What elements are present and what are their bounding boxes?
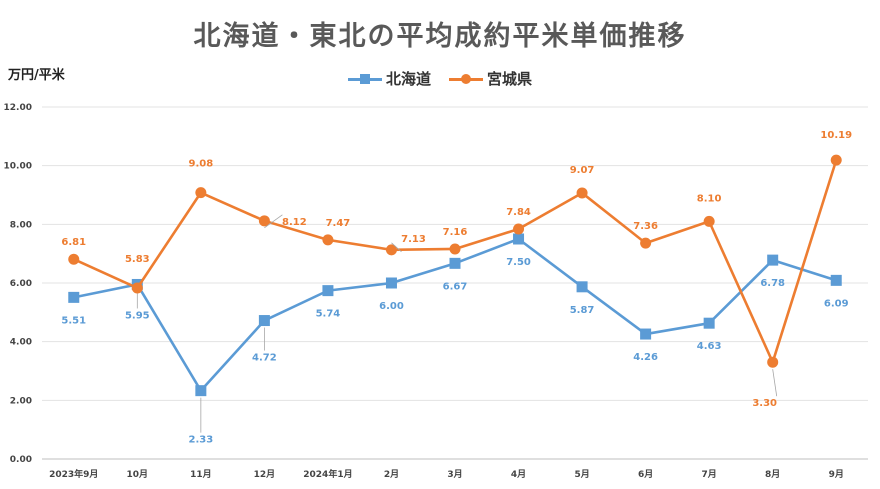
legend-label-miyagi: 宮城県 <box>487 70 533 88</box>
data-point-circle <box>68 253 80 265</box>
y-axis-unit-label: 万円/平米 <box>8 68 65 83</box>
x-tick-label: 12月 <box>254 469 276 480</box>
legend-item-miyagi[interactable]: 宮城県 <box>449 68 532 89</box>
data-label: 6.67 <box>443 281 468 292</box>
data-label: 4.72 <box>252 353 277 364</box>
legend: 北海道 宮城県 <box>0 68 880 89</box>
x-tick-label: 9月 <box>829 469 844 480</box>
data-label: 5.74 <box>316 309 341 320</box>
data-point-square <box>513 233 525 245</box>
x-tick-label: 8月 <box>765 469 780 480</box>
data-point-circle <box>195 187 207 199</box>
y-tick-label: 4.00 <box>10 338 32 348</box>
data-point-circle <box>131 282 143 294</box>
x-tick-label: 4月 <box>511 469 526 480</box>
x-tick-label: 3月 <box>447 469 462 480</box>
data-label: 3.30 <box>752 398 777 409</box>
leader-line <box>772 369 778 397</box>
data-label: 8.10 <box>697 193 722 204</box>
data-label: 9.07 <box>570 165 595 176</box>
x-tick-label: 2024年1月 <box>303 468 352 480</box>
leader-line <box>391 242 402 253</box>
leader-line <box>264 214 283 229</box>
x-tick-label: 2月 <box>384 469 399 480</box>
data-point-square <box>385 277 397 289</box>
data-point-square <box>576 281 588 293</box>
data-label: 5.95 <box>125 310 150 321</box>
y-tick-label: 12.00 <box>4 103 32 113</box>
data-point-circle <box>385 244 397 256</box>
data-label: 7.36 <box>633 221 658 232</box>
data-point-circle <box>258 215 270 227</box>
data-point-circle <box>703 215 715 227</box>
data-point-circle <box>767 356 779 368</box>
data-label: 7.84 <box>506 207 531 218</box>
data-point-circle <box>513 223 525 235</box>
data-point-square <box>640 328 652 340</box>
data-label: 7.47 <box>326 218 351 229</box>
data-label: 7.13 <box>401 234 426 245</box>
legend-label-hokkaido: 北海道 <box>385 70 431 88</box>
data-label: 8.12 <box>282 217 307 228</box>
legend-swatch-hokkaido <box>347 72 382 86</box>
data-label: 2.33 <box>189 435 214 446</box>
data-point-circle <box>830 154 842 166</box>
data-label: 5.83 <box>125 254 150 265</box>
y-tick-label: 10.00 <box>4 162 32 172</box>
chart-title: 北海道・東北の平均成約平米単価推移 <box>193 21 687 52</box>
data-label: 6.00 <box>379 301 404 312</box>
data-label: 6.78 <box>760 278 785 289</box>
y-tick-label: 6.00 <box>10 279 32 289</box>
data-point-square <box>449 257 461 269</box>
x-tick-label: 11月 <box>190 469 212 480</box>
data-point-square <box>195 385 207 397</box>
data-point-square <box>322 285 334 297</box>
data-point-circle <box>576 187 588 199</box>
x-tick-label: 10月 <box>127 469 149 480</box>
x-tick-label: 2023年9月 <box>49 468 98 480</box>
data-label: 4.63 <box>697 341 722 352</box>
data-point-square <box>258 315 270 327</box>
y-tick-label: 0.00 <box>10 455 32 465</box>
data-point-circle <box>322 234 334 246</box>
data-point-square <box>703 317 715 329</box>
data-point-circle <box>640 237 652 249</box>
data-label: 7.50 <box>506 257 531 268</box>
data-label: 5.51 <box>61 315 86 326</box>
legend-item-hokkaido[interactable]: 北海道 <box>347 68 431 89</box>
data-label: 10.19 <box>820 130 852 141</box>
y-tick-label: 2.00 <box>10 396 32 406</box>
y-tick-label: 8.00 <box>10 220 32 230</box>
data-label: 6.09 <box>824 298 849 309</box>
data-label: 5.87 <box>570 305 595 316</box>
data-label: 4.26 <box>633 352 658 363</box>
x-tick-label: 5月 <box>574 469 589 480</box>
data-point-square <box>830 274 842 286</box>
data-label: 6.81 <box>61 237 86 248</box>
legend-swatch-miyagi <box>449 72 483 86</box>
data-point-circle <box>449 243 461 255</box>
x-tick-label: 7月 <box>702 469 717 480</box>
data-label: 9.08 <box>189 159 214 170</box>
data-point-square <box>68 291 80 303</box>
data-point-square <box>767 254 779 266</box>
x-tick-label: 6月 <box>638 469 653 480</box>
data-label: 7.16 <box>443 227 468 238</box>
